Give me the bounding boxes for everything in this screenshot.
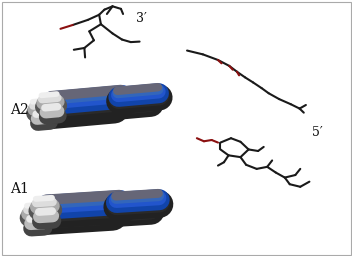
Text: A2: A2 [11, 103, 29, 117]
Text: 5′: 5′ [312, 126, 323, 139]
Text: 3′: 3′ [136, 12, 147, 25]
Text: A1: A1 [11, 182, 29, 196]
